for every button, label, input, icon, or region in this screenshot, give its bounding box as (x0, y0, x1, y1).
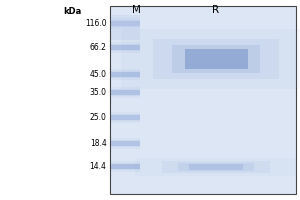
Bar (153, 39, 279, 79)
Bar (184, 49, 248, 69)
Bar (111, 44, 140, 51)
Text: 18.4: 18.4 (90, 139, 106, 148)
Bar (111, 141, 140, 146)
Bar (111, 21, 140, 26)
Bar (111, 114, 140, 121)
Bar (110, 6, 296, 194)
Bar (111, 45, 140, 50)
Text: 45.0: 45.0 (89, 70, 106, 79)
Bar (111, 164, 140, 169)
Bar (111, 140, 140, 147)
Bar (111, 71, 140, 78)
Bar (111, 18, 140, 29)
Bar (111, 161, 140, 172)
Text: 14.4: 14.4 (90, 162, 106, 171)
Text: 116.0: 116.0 (85, 19, 106, 28)
Text: kDa: kDa (63, 7, 81, 16)
Bar (111, 69, 140, 80)
Bar (111, 42, 140, 53)
Bar (111, 87, 140, 98)
Bar (172, 45, 260, 73)
Bar (178, 163, 254, 171)
Text: M: M (132, 5, 141, 15)
Bar (111, 112, 140, 123)
Bar (111, 89, 140, 96)
Bar (111, 15, 140, 40)
Bar (111, 115, 140, 120)
Text: R: R (212, 5, 220, 15)
Text: 66.2: 66.2 (90, 43, 106, 52)
Bar (162, 161, 270, 173)
Bar (122, 29, 300, 89)
Bar (111, 72, 140, 77)
Bar (111, 138, 140, 149)
Text: 25.0: 25.0 (90, 113, 106, 122)
Bar (111, 90, 140, 95)
Bar (135, 158, 297, 176)
Text: 35.0: 35.0 (89, 88, 106, 97)
Bar (111, 163, 140, 170)
Bar (189, 164, 243, 170)
Bar (111, 20, 140, 27)
